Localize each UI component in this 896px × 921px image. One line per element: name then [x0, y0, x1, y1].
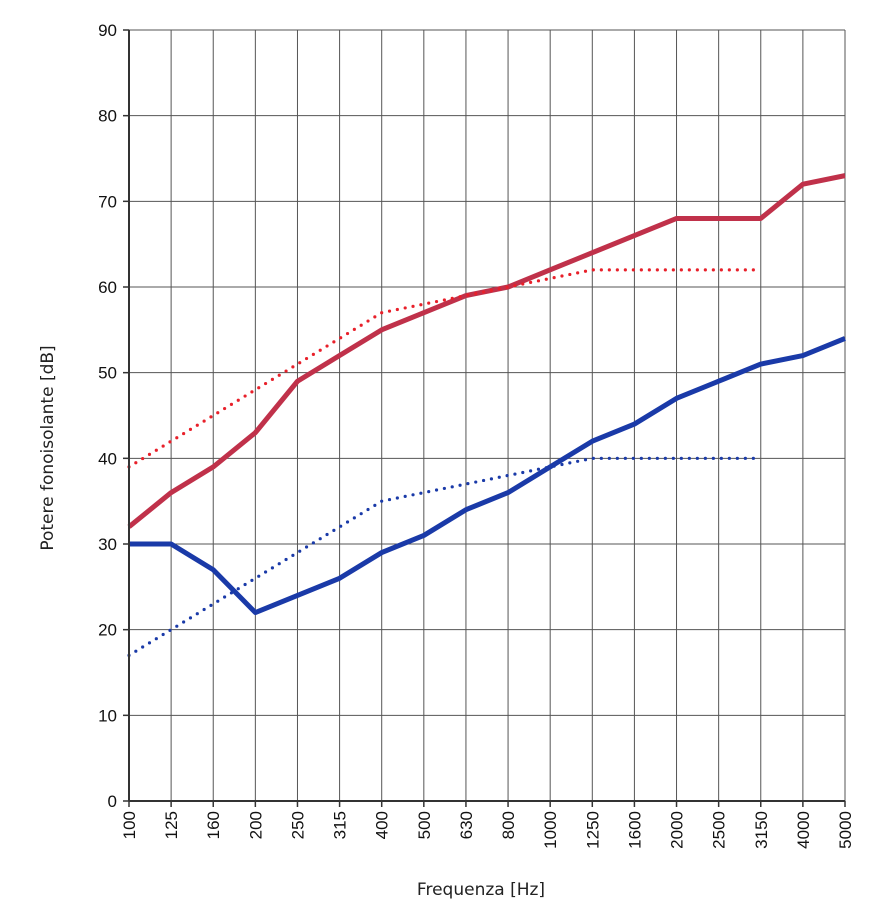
x-tick-label: 500	[415, 811, 434, 839]
x-tick-label: 2500	[710, 811, 729, 849]
y-tick-label: 70	[98, 192, 117, 211]
x-tick-label: 1000	[541, 811, 560, 849]
series-line-4-dotted	[127, 456, 763, 657]
x-tick-label: 800	[499, 811, 518, 839]
grid	[128, 29, 846, 802]
y-tick-label: 20	[98, 621, 117, 640]
x-tick-label: 125	[162, 811, 181, 839]
x-tick-label: 4000	[794, 811, 813, 849]
series-line-1-solid	[127, 173, 846, 529]
x-tick-label: 630	[457, 811, 476, 839]
x-tick-label: 100	[120, 811, 139, 839]
y-tick-labels: 0 10 20 30 40 50 60 70 80 90	[98, 21, 117, 811]
y-tick-label: 30	[98, 535, 117, 554]
y-tick-label: 10	[98, 706, 117, 725]
axes	[123, 29, 846, 807]
x-tick-label: 160	[204, 811, 223, 839]
x-tick-label: 1250	[583, 811, 602, 849]
y-tick-label: 40	[98, 449, 117, 468]
y-tick-label: 0	[108, 792, 117, 811]
y-tick-label: 90	[98, 21, 117, 40]
x-axis-label: Frequenza [Hz]	[417, 880, 545, 900]
x-tick-label: 5000	[836, 811, 855, 849]
x-tick-label: 200	[246, 811, 265, 839]
x-tick-label: 2000	[668, 811, 687, 849]
series-lines	[127, 173, 846, 657]
y-tick-label: 50	[98, 364, 117, 383]
y-tick-label: 80	[98, 107, 117, 126]
x-tick-label: 250	[288, 811, 307, 839]
y-tick-label: 60	[98, 278, 117, 297]
x-tick-labels: 100 125 160 200 250 315 400 500 630 800 1000 1250 16…	[120, 811, 855, 849]
x-tick-label: 1600	[625, 811, 644, 849]
y-axis-label: Potere fonoisolante [dB]	[38, 345, 58, 550]
series-line-3-solid	[129, 336, 846, 616]
x-tick-label: 400	[373, 811, 392, 839]
x-tick-label: 3150	[752, 811, 771, 849]
x-tick-label: 315	[331, 811, 350, 839]
series-line-2-dotted	[127, 268, 763, 469]
